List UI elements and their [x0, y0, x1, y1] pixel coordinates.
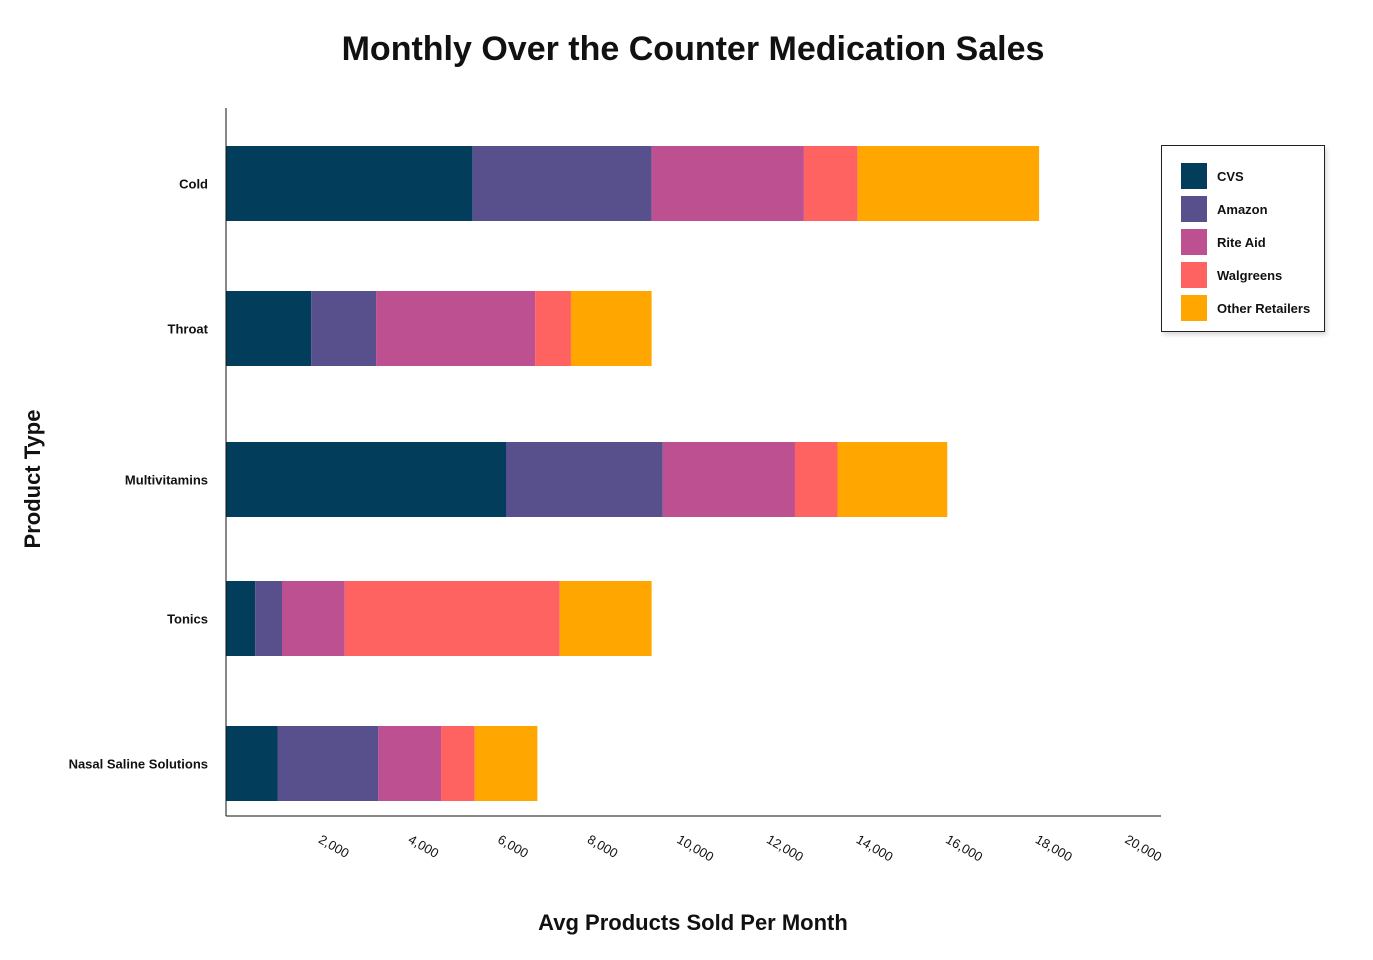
- x-tick-label: 18,000: [1033, 832, 1075, 865]
- category-label-throat: Throat: [168, 322, 209, 337]
- bar-nasal-saline-solutions-other-retailers: [474, 726, 538, 801]
- category-label-tonics: Tonics: [167, 612, 208, 627]
- y-axis-title: Product Type: [20, 409, 45, 549]
- legend-swatch-rite-aid: [1181, 229, 1207, 255]
- legend-swatch-cvs: [1181, 163, 1207, 189]
- x-tick-label: 6,000: [495, 832, 531, 861]
- legend: CVS Amazon Rite Aid Walgreens Other Retailer…: [1161, 145, 1325, 332]
- bar-multivitamins-walgreens: [794, 442, 838, 517]
- bar-cold-rite-aid: [651, 146, 804, 221]
- bars-group: [226, 146, 1040, 801]
- bar-nasal-saline-solutions-cvs: [226, 726, 278, 801]
- legend-label-amazon: Amazon: [1217, 201, 1268, 217]
- bar-cold-walgreens: [803, 146, 858, 221]
- x-tick-label: 8,000: [585, 832, 621, 861]
- x-axis-title: Avg Products Sold Per Month: [538, 910, 848, 935]
- legend-swatch-amazon: [1181, 196, 1207, 222]
- bar-tonics-cvs: [226, 581, 256, 656]
- bar-nasal-saline-solutions-walgreens: [441, 726, 475, 801]
- bar-cold-cvs: [226, 146, 473, 221]
- x-tick-label: 10,000: [675, 832, 717, 865]
- legend-label-rite-aid: Rite Aid: [1217, 234, 1266, 250]
- bar-tonics-other-retailers: [559, 581, 652, 656]
- x-tick-label: 4,000: [406, 832, 442, 861]
- category-label-multivitamins: Multivitamins: [125, 473, 208, 488]
- chart-title: Monthly Over the Counter Medication Sale…: [341, 30, 1045, 68]
- x-tick-label: 14,000: [854, 832, 896, 865]
- legend-label-walgreens: Walgreens: [1217, 267, 1283, 283]
- bar-multivitamins-rite-aid: [662, 442, 795, 517]
- bar-throat-rite-aid: [376, 291, 536, 366]
- legend-swatch-other-retailers: [1181, 295, 1207, 321]
- legend-swatch-walgreens: [1181, 262, 1207, 288]
- legend-item-other-retailers: Other Retailers: [1181, 295, 1310, 321]
- bar-cold-amazon: [472, 146, 652, 221]
- x-tick-label: 12,000: [764, 832, 806, 865]
- x-tick-label: 2,000: [316, 832, 352, 861]
- category-labels: Cold Throat Multivitamins Tonics Nasal Salin…: [69, 177, 209, 772]
- bar-tonics-walgreens: [344, 581, 560, 656]
- bar-throat-cvs: [226, 291, 312, 366]
- legend-item-cvs: CVS: [1181, 163, 1244, 189]
- bar-multivitamins-cvs: [226, 442, 506, 517]
- x-tick-label: 16,000: [943, 832, 985, 865]
- bar-throat-amazon: [311, 291, 377, 366]
- bar-multivitamins-amazon: [506, 442, 663, 517]
- bar-multivitamins-other-retailers: [837, 442, 948, 517]
- x-tick-labels: 2,000 4,000 6,000 8,000 10,000 12,000 14,000 16…: [316, 832, 1164, 865]
- bar-throat-walgreens: [535, 291, 571, 366]
- legend-item-rite-aid: Rite Aid: [1181, 229, 1266, 255]
- category-label-cold: Cold: [179, 177, 208, 192]
- bar-nasal-saline-solutions-rite-aid: [378, 726, 442, 801]
- bar-tonics-rite-aid: [282, 581, 345, 656]
- legend-item-amazon: Amazon: [1181, 196, 1268, 222]
- category-label-nasal-saline-solutions: Nasal Saline Solutions: [69, 757, 208, 772]
- bar-tonics-amazon: [255, 581, 282, 656]
- legend-label-other-retailers: Other Retailers: [1217, 300, 1311, 316]
- legend-item-walgreens: Walgreens: [1181, 262, 1282, 288]
- bar-throat-other-retailers: [570, 291, 652, 366]
- legend-label-cvs: CVS: [1217, 168, 1244, 184]
- bar-nasal-saline-solutions-amazon: [277, 726, 379, 801]
- bar-cold-other-retailers: [857, 146, 1040, 221]
- x-tick-label: 20,000: [1123, 832, 1165, 865]
